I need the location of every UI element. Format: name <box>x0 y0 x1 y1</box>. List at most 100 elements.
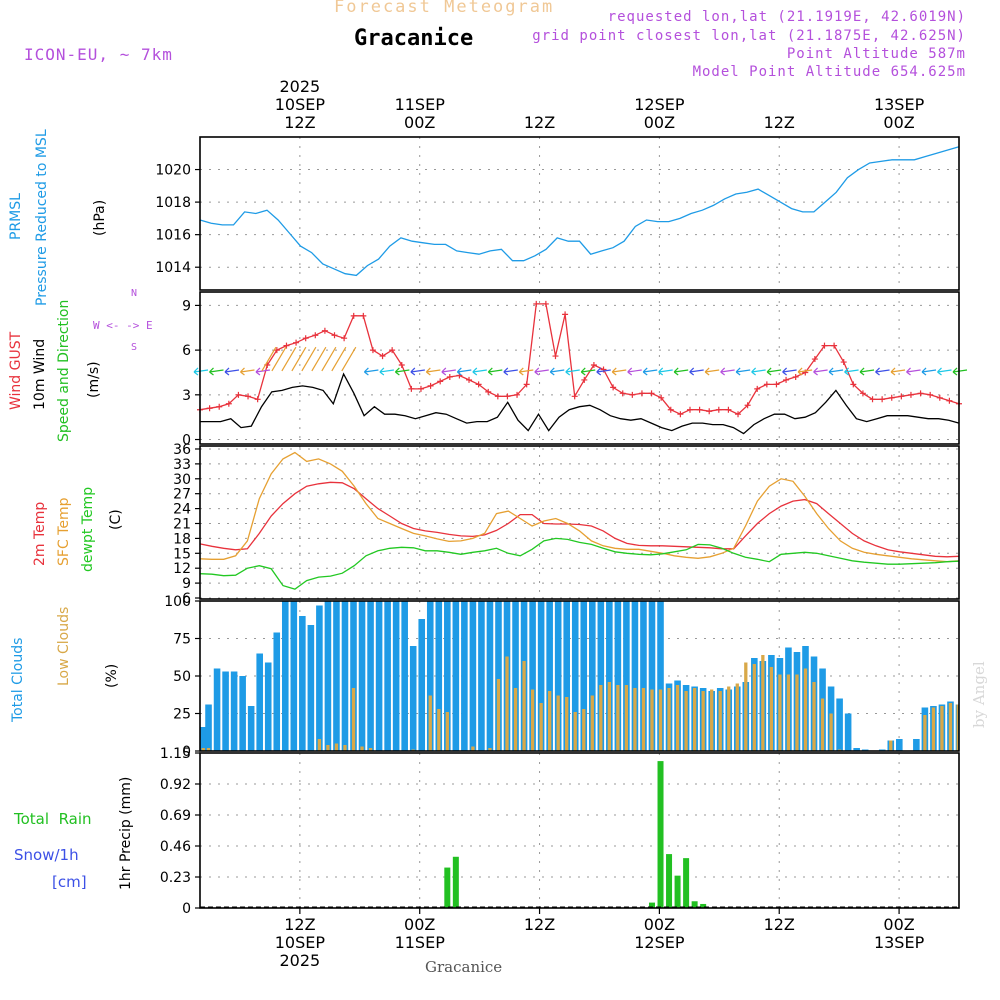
low-cloud-bar <box>684 691 688 751</box>
low-cloud-bar <box>727 686 731 751</box>
gust-marker <box>504 393 511 400</box>
low-cloud-bar <box>471 746 475 751</box>
wind-direction-arrow <box>828 367 844 376</box>
total-cloud-bar <box>614 601 622 751</box>
low-cloud-bar <box>326 745 330 751</box>
temperature-ytick-label: 30 <box>173 472 191 488</box>
total-cloud-bar <box>461 601 468 751</box>
wind-direction-arrow <box>952 367 968 376</box>
gust-marker <box>735 411 742 418</box>
temperature-ytick-label: 33 <box>173 457 191 473</box>
total-cloud-bar <box>623 601 630 751</box>
gust-marker <box>811 356 818 363</box>
low-cloud-bar <box>548 691 552 751</box>
total-cloud-bar <box>435 601 443 751</box>
top-hour-label: 00Z <box>644 113 675 132</box>
total-cloud-bar <box>913 739 920 751</box>
pressure-ytick-label: 1020 <box>155 163 191 179</box>
bottom-hour-label: 12Z <box>524 915 555 934</box>
low-cloud-bar <box>786 674 791 751</box>
wind-direction-arrow <box>379 367 394 376</box>
low-cloud-bar <box>820 698 825 751</box>
wind-direction-arrow <box>487 367 503 376</box>
total-cloud-bar <box>230 671 238 751</box>
temperature-ytick-label: 21 <box>173 516 191 532</box>
gust-marker <box>850 381 857 388</box>
gust-marker <box>302 335 309 342</box>
low-cloud-bar <box>360 746 364 751</box>
total-cloud-bar <box>529 601 536 751</box>
grid-point-coords: grid point closest lon,lat (21.1875E, 42… <box>532 28 966 44</box>
gust-marker <box>792 373 799 380</box>
top-hour-label: 00Z <box>883 113 914 132</box>
wind-direction-arrow <box>281 346 297 372</box>
total-cloud-bar <box>222 671 229 751</box>
low-cloud-bar <box>795 674 799 751</box>
wind-direction-arrow <box>425 367 441 376</box>
total-cloud-bar <box>648 601 656 751</box>
gust-marker <box>773 381 780 388</box>
gust-marker <box>581 376 588 383</box>
gust-marker <box>245 393 252 400</box>
clouds-ytick-label: 75 <box>173 632 191 648</box>
gust-marker <box>273 347 280 354</box>
low-cloud-bar <box>539 703 543 751</box>
low-cloud-bar <box>607 682 611 751</box>
total-cloud-bar <box>444 601 451 751</box>
gust-marker <box>725 406 732 413</box>
low-cloud-bar <box>658 689 663 751</box>
total-cloud-bar <box>341 601 349 751</box>
gust-marker <box>888 394 895 401</box>
gust-marker <box>446 373 453 380</box>
wind-direction-arrow <box>906 367 921 376</box>
gust-marker <box>879 396 886 403</box>
total-cloud-bar <box>853 748 860 751</box>
rain-bar <box>444 867 451 908</box>
top-hour-label: 00Z <box>404 113 435 132</box>
wind-direction-arrow <box>472 367 487 376</box>
low-cloud-bar <box>744 662 748 751</box>
total-cloud-bar <box>640 601 647 751</box>
wind-direction-arrow <box>673 367 689 376</box>
gust-marker <box>216 403 223 410</box>
gust-marker <box>466 376 473 383</box>
total-cloud-bar <box>392 601 400 751</box>
gust-marker <box>840 359 847 366</box>
low-cloud-bar <box>650 689 654 751</box>
rain-bar <box>700 903 707 908</box>
gust-marker <box>907 391 914 398</box>
low-cloud-bar <box>641 688 646 751</box>
gust-marker <box>715 406 722 413</box>
precip-frame <box>199 752 960 909</box>
clouds-ytick-label: 50 <box>173 669 191 685</box>
bottom-date-label: 10SEP <box>275 933 326 952</box>
low-cloud-bar <box>956 704 959 751</box>
low-cloud-bar <box>803 668 808 751</box>
total-cloud-bar <box>606 601 613 751</box>
wind-direction-arrow <box>394 367 410 376</box>
sfc-temp-line <box>199 451 960 563</box>
gust-marker <box>821 342 828 349</box>
gust-marker <box>523 381 530 388</box>
location-title: Gracanice <box>354 26 474 51</box>
gust-marker <box>427 382 434 389</box>
temperature-ytick-label: 9 <box>182 576 191 592</box>
wind-direction-arrow <box>271 346 287 372</box>
low-cloud-bar <box>573 712 577 751</box>
super-title: Forecast Meteogram <box>334 0 555 17</box>
snow-legend: Snow/1h <box>14 846 79 864</box>
gust-marker <box>783 376 790 383</box>
gust-line <box>199 303 960 415</box>
wind-direction-arrow <box>704 367 720 376</box>
rain-legend: Total Rain <box>14 810 92 828</box>
gust-marker <box>312 332 319 339</box>
total-cloud-bar <box>213 668 221 751</box>
total-cloud-bar <box>273 632 281 751</box>
model-altitude: Model Point Altitude 654.625m <box>692 64 966 80</box>
wind-direction-arrow <box>441 367 456 376</box>
low-cloud-bar <box>633 688 637 751</box>
gust-marker <box>638 390 645 397</box>
low-cloud-bar <box>667 688 671 751</box>
total-cloud-bar <box>281 601 289 751</box>
